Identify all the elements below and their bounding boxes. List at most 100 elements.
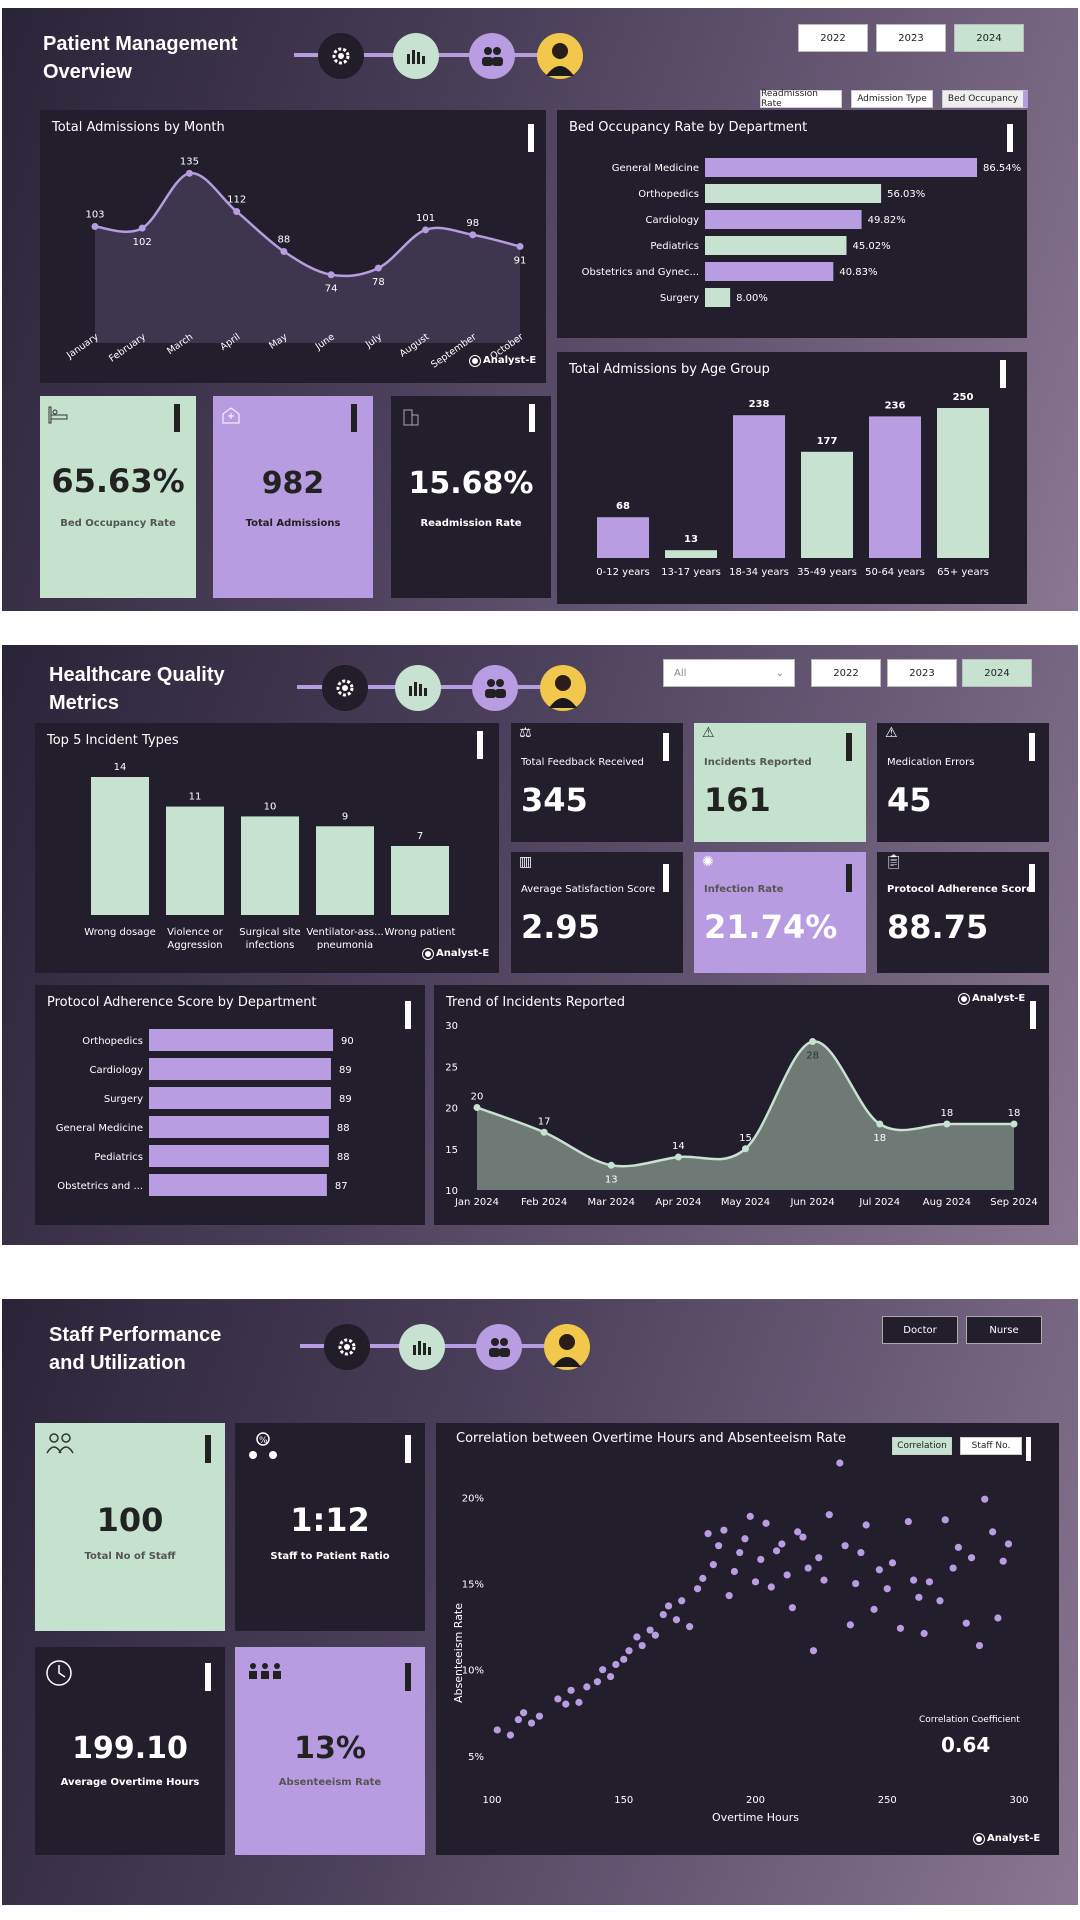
category-label: Cardiology	[646, 215, 700, 226]
bar	[91, 777, 149, 915]
filter-dropdown[interactable]: All ⌄	[663, 659, 795, 687]
scatter-point	[651, 1631, 659, 1639]
data-label: 236	[885, 400, 906, 411]
year-2024-button[interactable]: 2024	[962, 659, 1032, 687]
admission-type-toggle[interactable]: Admission Type	[851, 90, 933, 108]
kpi-value: 65.63%	[51, 462, 185, 500]
panel-marker	[1030, 1001, 1036, 1029]
kpi-value: 1:12	[290, 1501, 370, 1539]
avatar[interactable]	[544, 1324, 590, 1370]
title-line-1: Patient Management	[43, 33, 238, 55]
nurse-button[interactable]: Nurse	[966, 1316, 1042, 1344]
doctor-button[interactable]: Doctor	[882, 1316, 958, 1344]
page-title: Patient Management Overview	[43, 30, 237, 86]
x-tick-label: Aug 2024	[923, 1197, 971, 1208]
analyst-logo-text: Analyst-E	[987, 1833, 1041, 1844]
admissions-by-month-panel: Total Admissions by Month 103 January 102 F…	[40, 110, 546, 383]
title-line-2: Metrics	[49, 692, 120, 714]
bed-occupancy-dept-title: Bed Occupancy Rate by Department	[569, 120, 808, 135]
analyst-logo: Analyst-E	[423, 948, 489, 959]
nav-staff-icon[interactable]	[469, 33, 515, 79]
x-tick-label: Sep 2024	[990, 1197, 1037, 1208]
year-2023-button[interactable]: 2023	[876, 24, 946, 52]
admissions-by-month-title: Total Admissions by Month	[52, 120, 225, 135]
data-label: 89	[339, 1094, 352, 1105]
correlation-toggle[interactable]: Correlation	[892, 1437, 952, 1455]
data-label: 250	[953, 392, 974, 403]
scatter-point	[554, 1695, 562, 1703]
bed-occupancy-toggle[interactable]: Bed Occupancy	[942, 90, 1028, 108]
kpi-value: 2.95	[521, 908, 600, 946]
scatter-point	[693, 1585, 702, 1593]
scatter-point	[575, 1698, 583, 1706]
data-label: 177	[817, 436, 838, 447]
bar	[149, 1174, 327, 1196]
data-point	[473, 1104, 481, 1111]
card-marker	[205, 1435, 211, 1463]
data-label: 9	[342, 811, 348, 822]
scatter-point	[699, 1574, 707, 1582]
x-tick-label: 65+ years	[937, 567, 989, 578]
medication-errors-card: ⚠ Medication Errors 45	[877, 723, 1049, 842]
nav-chart-icon[interactable]	[395, 665, 441, 711]
data-point	[943, 1120, 951, 1128]
category-label: Cardiology	[90, 1065, 144, 1076]
year-2024-button[interactable]: 2024	[954, 24, 1024, 52]
category-label: Surgery	[660, 293, 699, 304]
data-label: 68	[616, 501, 630, 512]
kpi-label: Total Feedback Received	[521, 757, 644, 768]
scatter-point	[646, 1626, 654, 1634]
data-point	[540, 1128, 548, 1136]
virus-icon: ✺	[702, 854, 714, 870]
analyst-logo: Analyst-E	[959, 993, 1025, 1004]
data-label: 10	[264, 801, 277, 812]
x-tick-label: Jan 2024	[454, 1197, 499, 1208]
scatter-point	[751, 1578, 760, 1586]
kpi-value: 100	[96, 1501, 164, 1539]
year-2022-button[interactable]: 2022	[811, 659, 881, 687]
nav-chart-icon[interactable]	[393, 33, 439, 79]
panel-marker	[1026, 1437, 1031, 1461]
bar	[149, 1145, 329, 1167]
avatar[interactable]	[537, 33, 583, 79]
scatter-point	[762, 1519, 770, 1527]
nav-gear-icon[interactable]	[318, 33, 364, 79]
x-tick-label: Wrong dosage	[84, 927, 156, 938]
scatter-point	[809, 1647, 818, 1655]
readmission-rate-toggle[interactable]: Readmission Rate	[760, 89, 842, 109]
bar	[597, 517, 649, 558]
data-label: 101	[416, 213, 435, 224]
data-point	[185, 169, 193, 177]
nav-staff-icon[interactable]	[472, 665, 518, 711]
nav-gear-icon[interactable]	[324, 1324, 370, 1370]
scatter-point	[783, 1571, 791, 1579]
panel-marker	[528, 124, 534, 152]
nav-chart-icon[interactable]	[399, 1324, 445, 1370]
x-tick-label: Feb 2024	[521, 1197, 567, 1208]
year-2023-button[interactable]: 2023	[887, 659, 957, 687]
nav-staff-icon[interactable]	[476, 1324, 522, 1370]
staff-no-toggle[interactable]: Staff No.	[960, 1437, 1022, 1455]
kpi-value: 45	[887, 781, 932, 819]
kpi-label: Absenteeism Rate	[278, 1777, 382, 1788]
admissions-line	[94, 172, 521, 278]
scatter-point	[672, 1616, 681, 1624]
data-label: 135	[180, 156, 199, 167]
year-2022-button[interactable]: 2022	[798, 24, 868, 52]
category-label: Obstetrics and Gynec...	[582, 267, 699, 278]
nav-gear-icon[interactable]	[322, 665, 368, 711]
bar	[733, 415, 785, 558]
protocol-dept-title: Protocol Adherence Score by Department	[47, 995, 317, 1010]
data-point	[809, 1038, 817, 1045]
scatter-point	[506, 1731, 515, 1739]
x-tick-label: 150	[614, 1795, 633, 1806]
bar	[241, 816, 299, 915]
data-label: 49.82%	[868, 215, 906, 226]
avatar[interactable]	[540, 665, 586, 711]
y-tick-label: 30	[445, 1021, 458, 1032]
protocol-dept-panel: Protocol Adherence Score by Department O…	[35, 985, 425, 1225]
warning-icon: ⚠	[702, 725, 715, 741]
bed-occupancy-rate-card: 65.63% Bed Occupancy Rate	[40, 396, 196, 598]
data-label: 102	[133, 237, 152, 248]
patient-management-section: Patient Management Overview 2022 2023 20…	[2, 8, 1078, 611]
